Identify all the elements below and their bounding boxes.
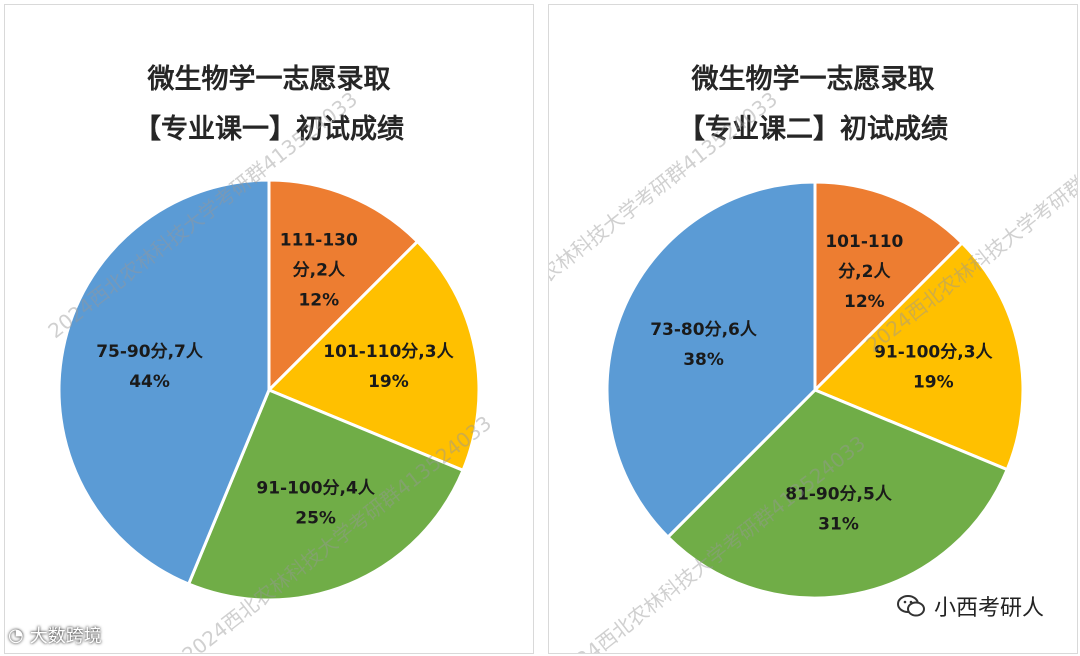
slice-label: 91-100分,3人 [874,342,993,362]
pie-slice [812,240,1025,472]
footer-brand-right: 小西考研人 [896,590,1044,622]
slice-label: 44% [129,372,170,392]
slice-label: 12% [298,291,339,311]
footer-right-text: 小西考研人 [933,596,1044,621]
slice-label: 91-100分,4人 [256,479,375,499]
pie-slice [813,180,965,394]
slice-label: 19% [913,372,954,392]
slice-label: 12% [844,292,885,312]
pie-slice [267,178,420,394]
pie-slice [186,388,465,602]
slice-label: 81-90分,5人 [785,484,893,504]
footer-left-text: 大数跨境 [29,626,102,647]
pie-slice [266,239,481,473]
chart-title: 微生物学一志愿录取 [147,64,391,95]
pie-slice [665,388,1010,600]
slice-label: 31% [818,514,859,534]
slice-label: 38% [683,350,724,370]
pie-slice [57,178,271,586]
pie-slice [605,180,817,540]
slice-label: 73-80分,6人 [650,320,758,340]
wechat-icon [896,595,925,617]
slice-label: 101-110分,3人 [323,342,454,362]
slice-label: 75-90分,7人 [96,342,204,362]
chart-panel-left: 微生物学一志愿录取 【专业课一】初试成绩 111-130 分,2人 12% 101-1… [4,4,534,654]
slice-label: 25% [295,509,336,529]
slice-label: 19% [368,372,409,392]
slice-label: 111-130 [280,231,358,251]
footer-brand-left: ◔ 大数跨境 [8,622,102,648]
pie-chart-left: 111-130 分,2人 12% 101-110分,3人 19% 91-100分,4人 25… [57,178,481,602]
chart-subtitle: 【专业课二】初试成绩 [678,114,948,145]
slice-label: 分,2人 [293,261,346,281]
chart-title: 微生物学一志愿录取 [691,64,935,95]
brand-icon: ◔ [8,624,24,646]
chart-subtitle: 【专业课一】初试成绩 [134,114,404,145]
slice-label: 分,2人 [838,262,891,282]
chart-panel-right: 微生物学一志愿录取 【专业课二】初试成绩 101-110 分,2人 12% 91-10… [548,4,1078,654]
slice-label: 101-110 [825,232,903,252]
pie-chart-right: 101-110 分,2人 12% 91-100分,3人 19% 81-90分,5人 31% 7… [605,180,1025,600]
